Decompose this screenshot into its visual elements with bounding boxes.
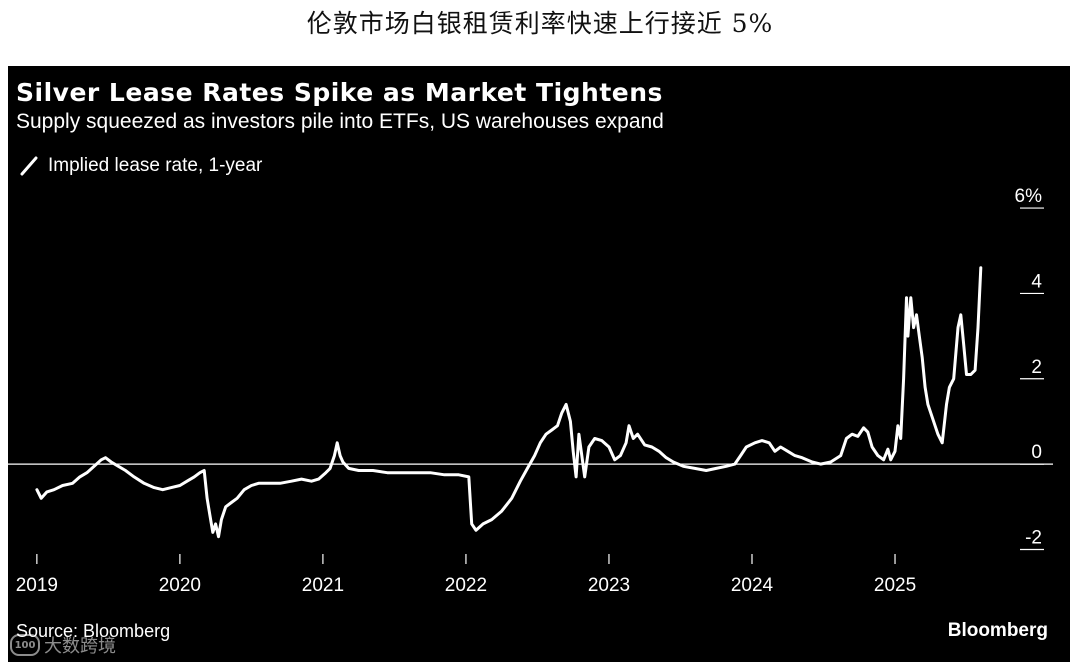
x-tick-label: 2024 xyxy=(731,575,774,596)
y-tick-label: 0 xyxy=(1031,442,1042,463)
watermark: 100 大数跨境 xyxy=(10,632,116,658)
line-chart: 6% 4 2 0 -2 2019 2020 2021 2022 2023 2024 2025 xyxy=(8,186,1053,596)
x-tick-label: 2019 xyxy=(16,575,58,596)
y-tick-label: -2 xyxy=(1025,527,1042,548)
brand-logo: Bloomberg xyxy=(947,620,1048,641)
page-heading: 伦敦市场白银租赁利率快速上行接近 5% xyxy=(306,9,774,38)
x-tick-label: 2020 xyxy=(159,575,201,596)
legend: Implied lease rate, 1-year xyxy=(18,155,262,177)
chart-panel: 6% 4 2 0 -2 2019 2020 2021 2022 2023 2024 2025 Silv… xyxy=(8,66,1070,662)
watermark-text: 大数跨境 xyxy=(44,636,116,657)
legend-label: Implied lease rate, 1-year xyxy=(48,155,263,176)
legend-line-icon xyxy=(20,156,38,176)
chart-subtitle: Supply squeezed as investors pile into E… xyxy=(16,110,664,133)
x-tick-label: 2023 xyxy=(588,575,630,596)
series-line-lease-rate xyxy=(35,266,983,539)
x-tick-label: 2025 xyxy=(874,575,916,596)
x-tick-label: 2021 xyxy=(302,575,344,596)
y-tick-label: 6% xyxy=(1015,186,1043,207)
watermark-logo-icon: 100 xyxy=(10,634,40,656)
y-tick-label: 2 xyxy=(1031,357,1042,378)
y-tick-label: 4 xyxy=(1031,271,1042,292)
x-tick-label: 2022 xyxy=(445,575,487,596)
chart-title: Silver Lease Rates Spike as Market Tight… xyxy=(16,78,663,107)
source-note: Source: Bloomberg xyxy=(16,621,171,641)
